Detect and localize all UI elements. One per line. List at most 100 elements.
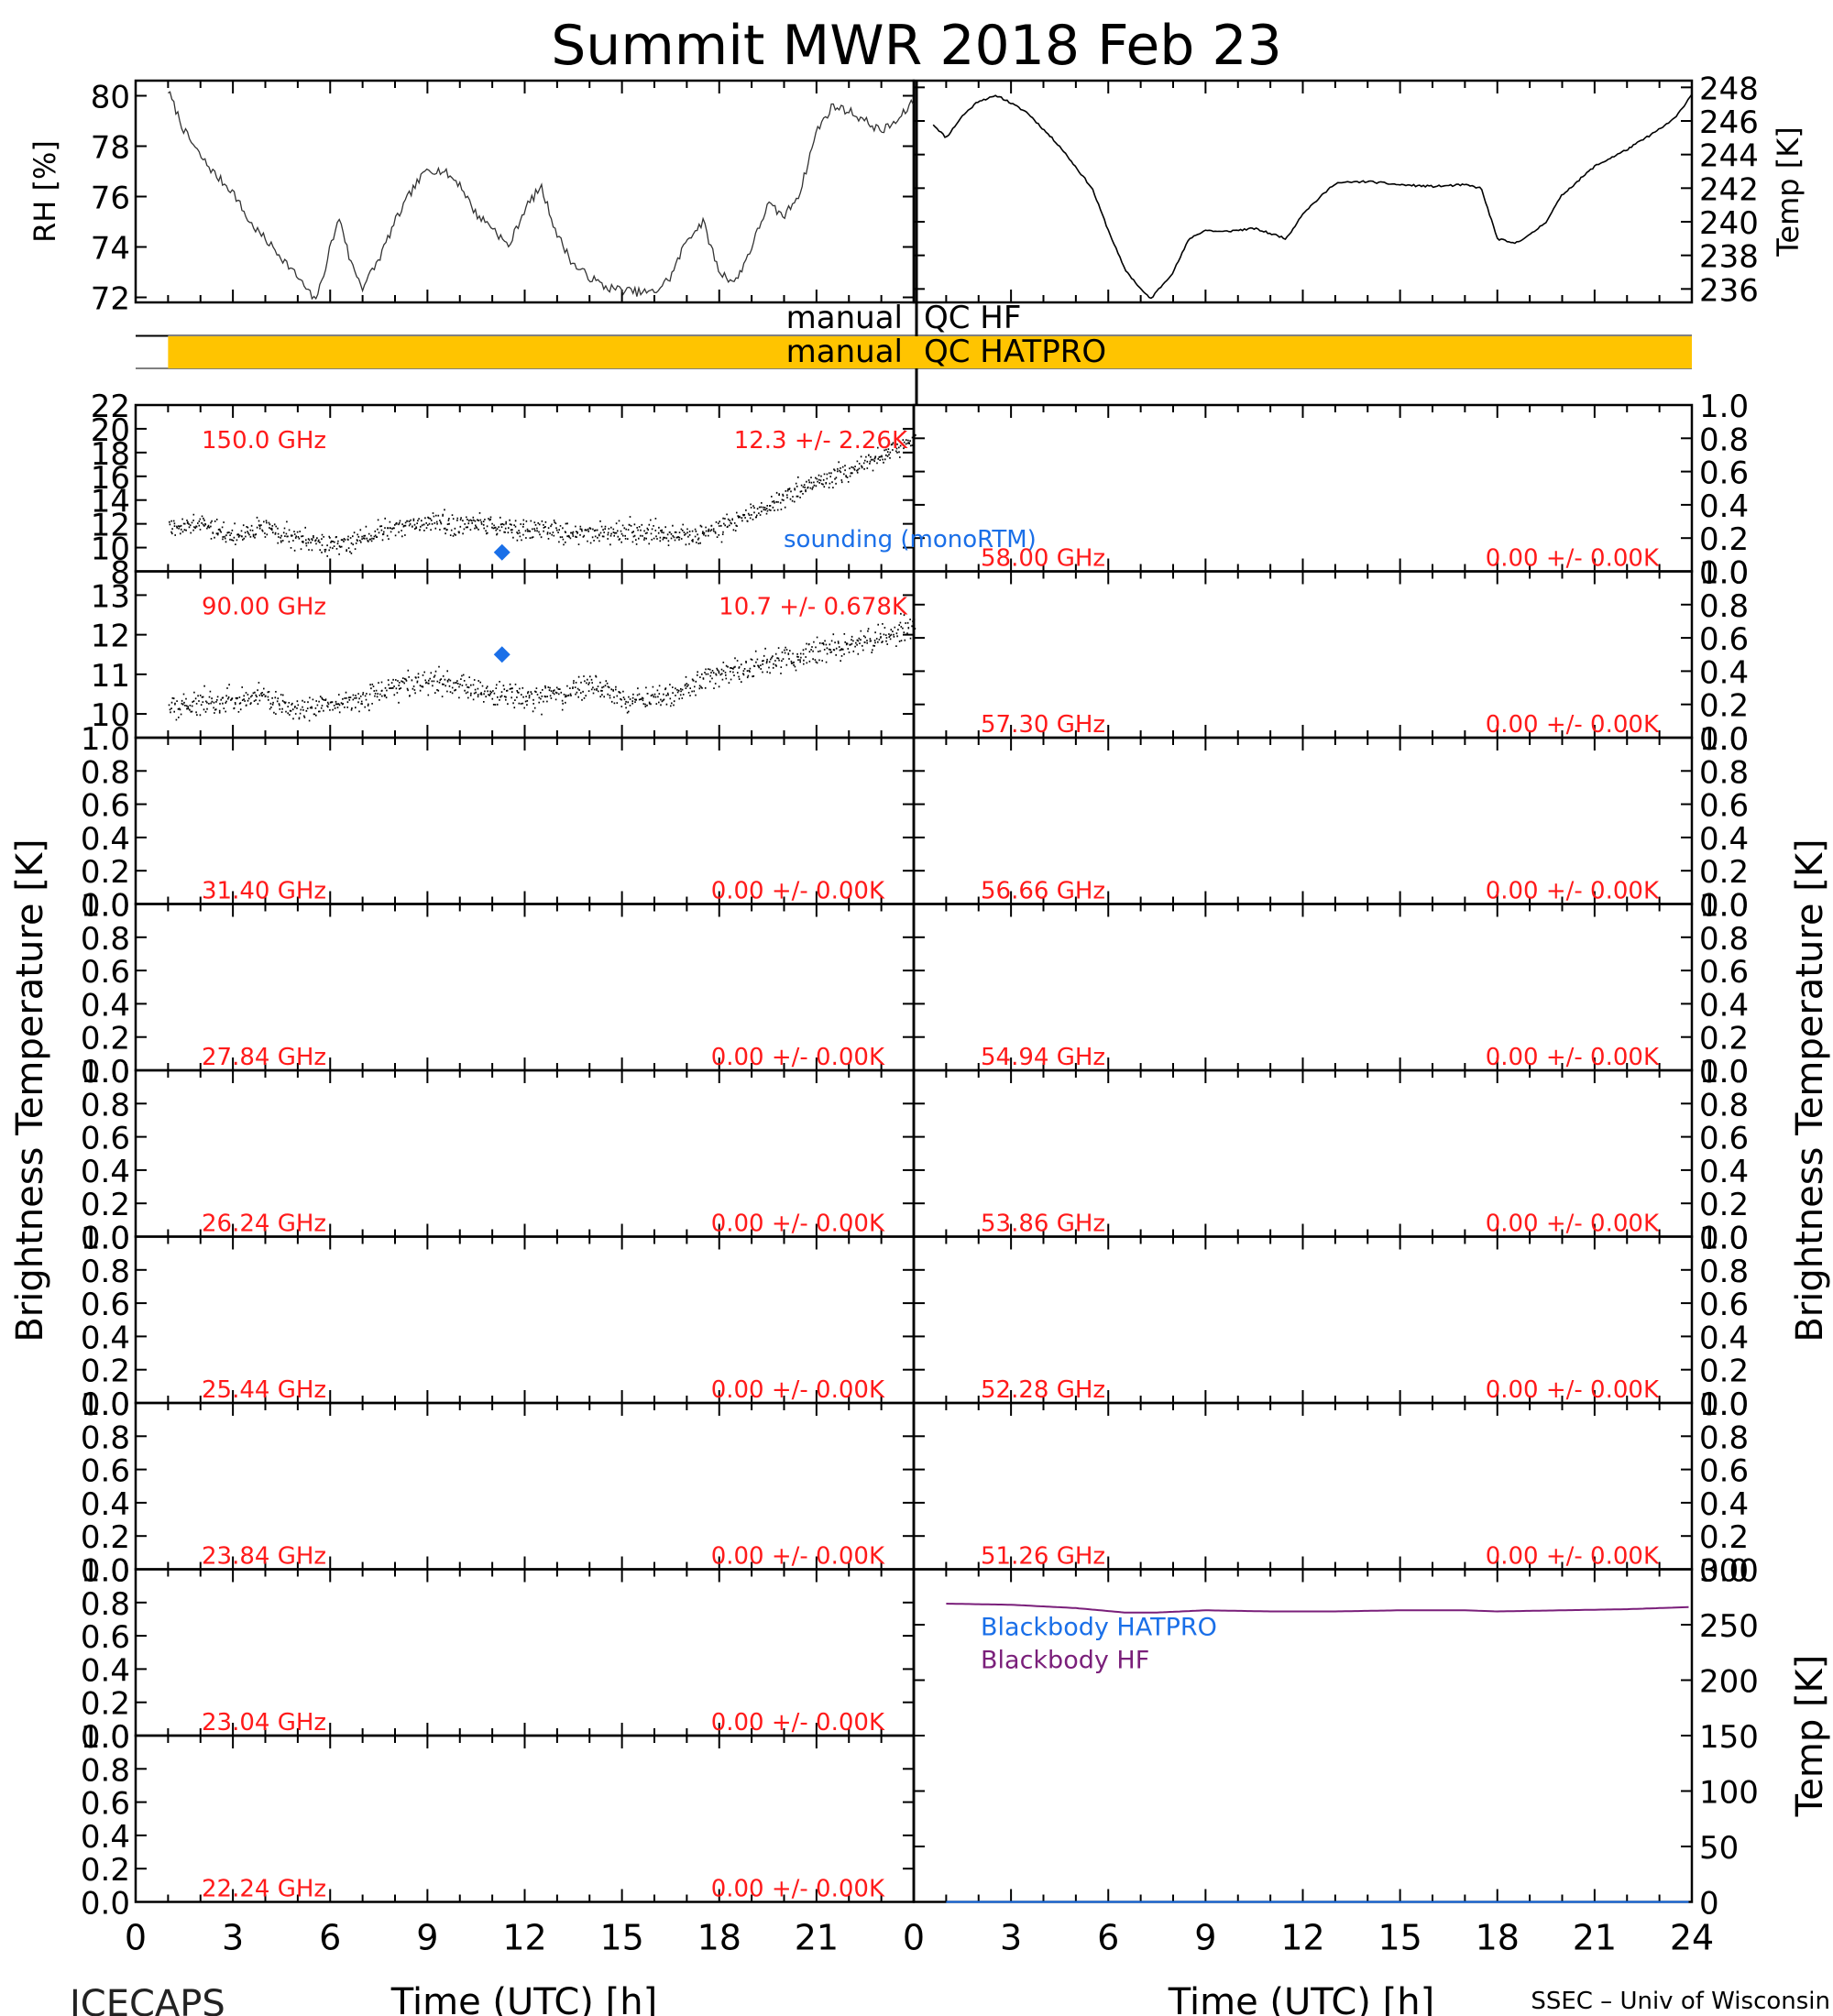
tb-left-8-ytick-label: 0.6 [81, 1786, 130, 1823]
tb-left-3-ytick-label: 1.0 [81, 888, 130, 925]
tb-right-5-ytick-label: 0.0 [1699, 1386, 1749, 1423]
tb-right-4-ytick-label: 0.0 [1699, 1221, 1749, 1257]
tb-left-3-ytick-label: 0.0 [81, 1054, 130, 1090]
tb-right-3-ytick-label: 1.0 [1699, 888, 1749, 925]
tb-axis-label-right: Brightness Temperature [K] [1789, 838, 1831, 1342]
tb-right-6-ytick-label: 0.0 [1699, 1553, 1749, 1590]
tb-left-6-ytick-label: 0.4 [81, 1486, 130, 1523]
temp-ytick-label: 246 [1699, 104, 1759, 141]
ch-150-series [169, 430, 916, 557]
time-tick-label-left: 21 [795, 1918, 839, 1958]
tb-left-4-ytick-label: 0.8 [81, 1087, 130, 1123]
ch-90-ytick-label: 12 [91, 619, 130, 655]
ch-90-ytick-label: 10 [91, 697, 130, 734]
tb-right-0-ytick-label: 0.8 [1699, 422, 1749, 458]
ch-150-ytick-label: 20 [91, 412, 130, 449]
tb-left-2-ytick-label: 0.6 [81, 788, 130, 825]
blackbody-ytick-label: 50 [1699, 1830, 1739, 1867]
channel-label-23.04 GHz: 23.04 GHz [202, 1709, 326, 1737]
blackbody-ytick-label: 200 [1699, 1664, 1759, 1701]
channel-label-54.94 GHz: 54.94 GHz [981, 1044, 1105, 1071]
blackbody-ytick-label: 0 [1699, 1886, 1719, 1923]
tb-left-8-ytick-label: 0.4 [81, 1819, 130, 1856]
time-tick-label-right: 18 [1476, 1918, 1520, 1958]
tb-right-1-ytick-label: 0.4 [1699, 654, 1749, 691]
time-tick-label-left: 3 [222, 1918, 244, 1958]
stats-label-53.86 GHz: 0.00 +/- 0.00K [1486, 1211, 1660, 1238]
time-tick-label-right: 24 [1670, 1918, 1714, 1958]
stats-label-58.00 GHz: 0.00 +/- 0.00K [1486, 545, 1660, 573]
stats-label-22.24 GHz: 0.00 +/- 0.00K [711, 1876, 885, 1903]
tb-left-4-ytick-label: 0.0 [81, 1221, 130, 1257]
rh-ytick-label: 72 [91, 281, 130, 318]
tb-right-0-ytick-label: 0.6 [1699, 455, 1749, 492]
tb-right-4-ytick-label: 0.8 [1699, 1087, 1749, 1123]
tb-left-4-ytick-label: 0.2 [81, 1187, 130, 1223]
tb-right-4-ytick-label: 0.2 [1699, 1187, 1749, 1223]
ch-90-sounding-marker [493, 646, 510, 663]
stats-label-23.04 GHz: 0.00 +/- 0.00K [711, 1709, 885, 1737]
stats-label-52.28 GHz: 0.00 +/- 0.00K [1486, 1376, 1660, 1404]
tb-left-7-ytick-label: 0.8 [81, 1586, 130, 1623]
ch-90-ytick-label: 11 [91, 658, 130, 695]
sounding-label: sounding (monoRTM) [784, 526, 1037, 553]
stats-label-56.66 GHz: 0.00 +/- 0.00K [1486, 878, 1660, 905]
tb-left-2-ytick-label: 0.2 [81, 854, 130, 891]
tb-left-2-ytick-label: 0.4 [81, 821, 130, 858]
tb-left-8-ytick-label: 0.8 [81, 1752, 130, 1789]
data-layer [168, 91, 1693, 1903]
time-tick-label-right: 3 [1000, 1918, 1022, 1958]
blackbody-ytick-label: 150 [1699, 1719, 1759, 1756]
tb-right-1-ytick-label: 0.0 [1699, 721, 1749, 758]
tb-left-3-ytick-label: 0.2 [81, 1021, 130, 1057]
tb-left-6-ytick-label: 1.0 [81, 1386, 130, 1423]
tb-right-3-ytick-label: 0.2 [1699, 1021, 1749, 1057]
blackbody-ytick-label: 250 [1699, 1608, 1759, 1645]
tb-right-5-ytick-label: 0.4 [1699, 1320, 1749, 1356]
blackbody-legend-0: Blackbody HATPRO [981, 1614, 1217, 1642]
tb-left-7-ytick-label: 0.4 [81, 1652, 130, 1689]
ch-150-stats-label: 12.3 +/- 2.26K [734, 427, 908, 455]
temp-ytick-label: 238 [1699, 239, 1759, 276]
tb-left-3-ytick-label: 0.8 [81, 921, 130, 958]
tb-left-6-ytick-label: 0.8 [81, 1419, 130, 1456]
qc-hatpro-label: manual [786, 334, 903, 370]
tb-right-0-ytick-label: 0.0 [1699, 555, 1749, 592]
time-tick-label-left: 0 [125, 1918, 147, 1958]
tb-right-1-ytick-label: 1.0 [1699, 555, 1749, 592]
tb-right-4-ytick-label: 0.4 [1699, 1154, 1749, 1190]
tb-right-2-ytick-label: 0.2 [1699, 854, 1749, 891]
time-tick-label-right: 12 [1280, 1918, 1324, 1958]
blackbody-legend-1: Blackbody HF [981, 1647, 1149, 1675]
channel-label-57.30 GHz: 57.30 GHz [981, 711, 1105, 739]
tb-left-5-ytick-label: 0.6 [81, 1287, 130, 1323]
ch-150-ytick-label: 10 [91, 531, 130, 568]
tb-left-7-ytick-label: 1.0 [81, 1553, 130, 1590]
temp-ytick-label: 240 [1699, 205, 1759, 242]
ch-90-channel-label: 90.00 GHz [202, 594, 326, 621]
tb-right-3-ytick-label: 0.0 [1699, 1054, 1749, 1090]
channel-label-51.26 GHz: 51.26 GHz [981, 1543, 1105, 1571]
tb-axis-label-left: Brightness Temperature [K] [9, 838, 51, 1342]
tb-right-5-ytick-label: 0.6 [1699, 1287, 1749, 1323]
footer-ssec: SSEC – Univ of Wisconsin [1531, 1988, 1830, 2015]
tb-right-3-ytick-label: 0.6 [1699, 954, 1749, 991]
tb-right-1-ytick-label: 0.2 [1699, 688, 1749, 725]
time-tick-label-left: 15 [599, 1918, 643, 1958]
channel-label-26.24 GHz: 26.24 GHz [202, 1211, 326, 1238]
time-tick-label-left: 6 [319, 1918, 341, 1958]
tb-left-3-ytick-label: 0.6 [81, 954, 130, 991]
tb-left-7-ytick-label: 0.2 [81, 1686, 130, 1723]
tb-right-0-ytick-label: 1.0 [1699, 389, 1749, 425]
ch-90-series [168, 612, 916, 722]
blackbody-ytick-label: 100 [1699, 1775, 1759, 1812]
tb-right-5-ytick-label: 0.8 [1699, 1254, 1749, 1290]
tb-left-3-ytick-label: 0.4 [81, 987, 130, 1024]
time-tick-label-left: 9 [416, 1918, 438, 1958]
temp-ytick-label: 236 [1699, 272, 1759, 309]
tb-right-2-ytick-label: 1.0 [1699, 721, 1749, 758]
qc-hatpro-label: QC HATPRO [924, 334, 1106, 370]
ch-150-ytick-label: 22 [91, 389, 130, 425]
tb-right-2-ytick-label: 0.6 [1699, 788, 1749, 825]
